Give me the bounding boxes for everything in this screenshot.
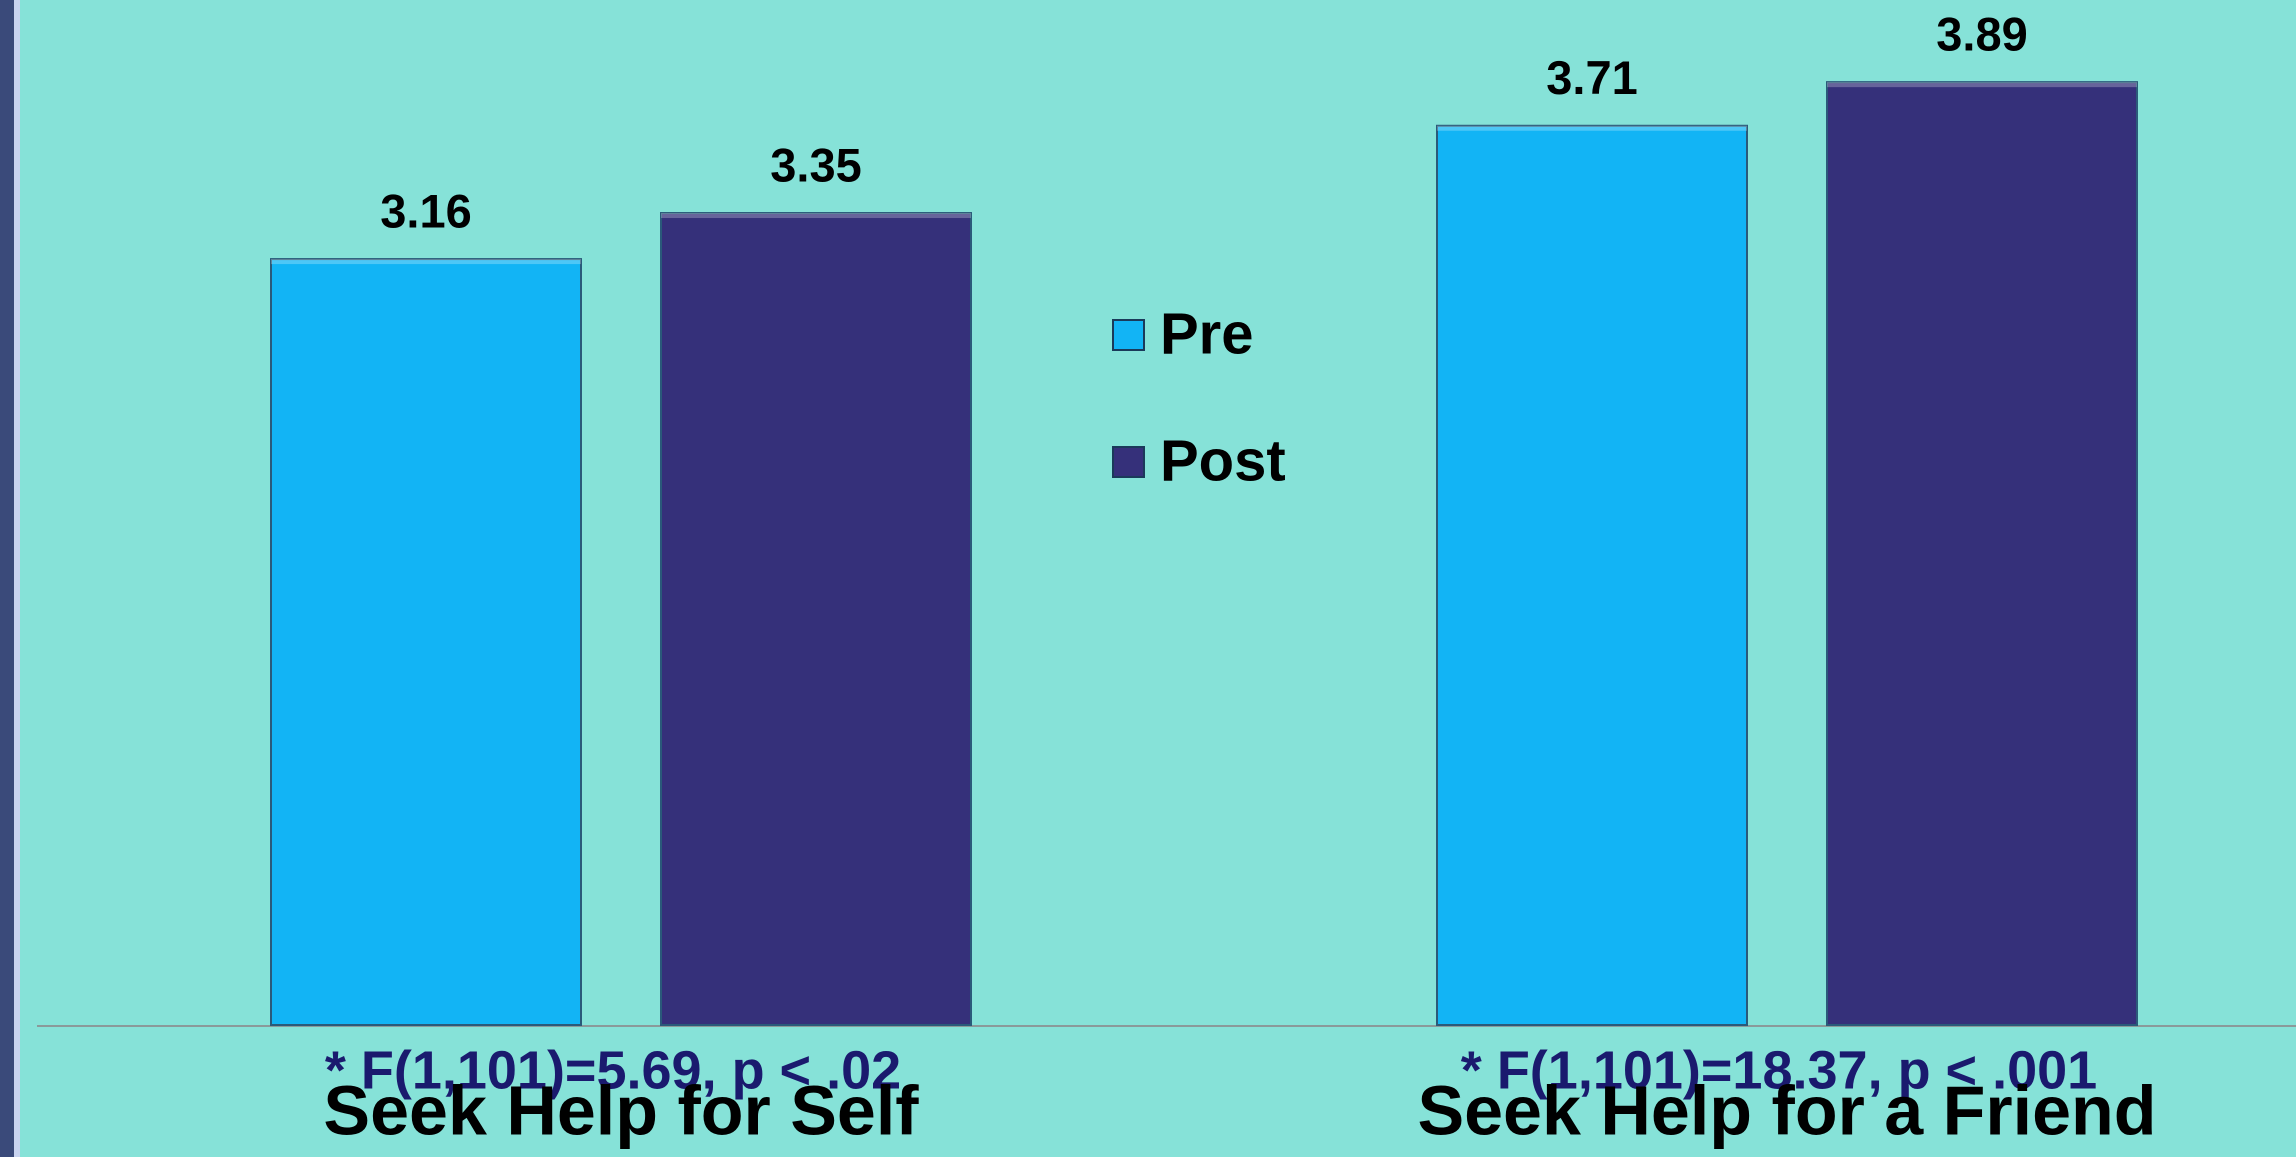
annotation: * F(1,101)=18.37, p < .001 <box>1461 1040 2097 1100</box>
legend-swatch <box>1112 319 1145 351</box>
value-label: 3.71 <box>1546 51 1637 104</box>
bar-highlight <box>1437 125 1747 131</box>
legend-label: Post <box>1160 428 1286 493</box>
value-label: 3.16 <box>380 184 471 237</box>
bar-highlight <box>661 213 971 219</box>
legend-label: Pre <box>1160 301 1254 366</box>
bar <box>270 258 582 1027</box>
bar <box>1826 81 2138 1026</box>
legend-swatch <box>1112 446 1145 478</box>
bar-highlight <box>271 259 581 265</box>
left-edge <box>0 0 14 1157</box>
value-label: 3.35 <box>770 138 861 191</box>
annotation: * F(1,101)=5.69, p < .02 <box>325 1040 901 1100</box>
category-label: Seek Help for a Friend <box>1417 1071 2156 1149</box>
category-label: Seek Help for Self <box>323 1071 919 1149</box>
bar <box>1436 124 1748 1027</box>
bar-highlight <box>1827 82 2137 88</box>
left-edge-highlight <box>14 0 20 1157</box>
value-label: 3.89 <box>1936 8 2027 61</box>
bar <box>660 212 972 1026</box>
